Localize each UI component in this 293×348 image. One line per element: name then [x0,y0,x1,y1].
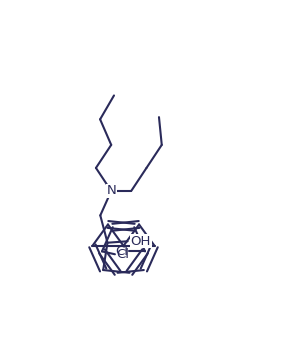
Text: OH: OH [130,235,151,248]
Text: N: N [106,184,116,197]
Text: Cl: Cl [115,245,128,258]
Text: Cl: Cl [116,248,130,261]
